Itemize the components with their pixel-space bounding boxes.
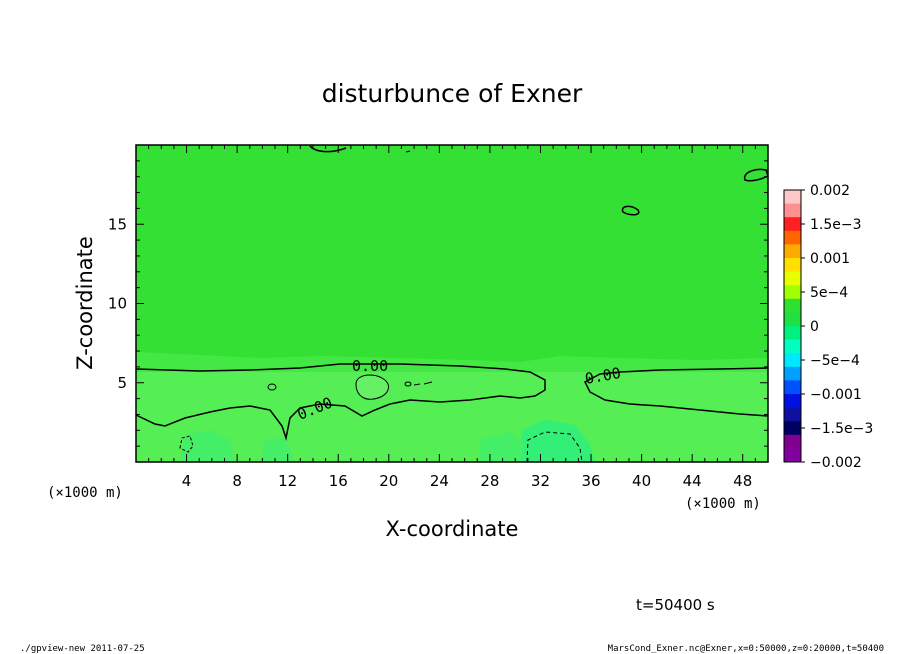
contour-top-dot — [405, 150, 411, 153]
contour-top-edge — [309, 145, 347, 153]
field-patch-small — [180, 430, 235, 462]
x-tick-label: 40 — [632, 472, 651, 490]
contour-small-dashes — [413, 381, 433, 386]
x-tick-label: 24 — [430, 472, 449, 490]
colorbar-label: 0 — [810, 319, 819, 335]
x-axis: 4 8 12 16 20 24 28 32 36 40 44 48 — [148, 145, 756, 490]
field-patch-small-2 — [260, 438, 295, 462]
x-unit-left: (×1000 m) — [47, 485, 123, 501]
footer-right: MarsCond_Exner.nc@Exner,x=0:50000,z=0:20… — [608, 644, 884, 654]
colorbar-label: 1.5e−3 — [810, 217, 862, 233]
colorbar-swatch — [784, 326, 801, 341]
x-tick-label: 8 — [232, 472, 242, 490]
y-axis: 5 10 15 — [108, 160, 768, 447]
colorbar-swatch — [784, 339, 801, 354]
colorbar-swatch — [784, 203, 801, 218]
colorbar-label: −1.5e−3 — [810, 421, 873, 437]
field-patch-negative — [520, 420, 595, 462]
y-axis-label: Z-coordinate — [73, 236, 97, 370]
contour-closed-center — [355, 374, 389, 400]
colorbar-swatch — [784, 407, 801, 422]
colorbar-label: −0.002 — [810, 455, 862, 471]
colorbar: 0.002 1.5e−3 0.001 5e−4 0 −5e−4 −0.001 −1.5e−3 −… — [783, 183, 873, 471]
contour-zero-right — [584, 367, 769, 417]
colorbar-swatch — [784, 271, 801, 286]
x-tick-label: 36 — [581, 472, 600, 490]
x-tick-label: 16 — [329, 472, 348, 490]
x-tick-label: 4 — [182, 472, 192, 490]
field-band-lower — [136, 368, 768, 462]
colorbar-swatch — [784, 244, 801, 259]
y-tick-label: 15 — [108, 215, 127, 233]
colorbar-swatch — [784, 434, 801, 449]
x-tick-label: 12 — [278, 472, 297, 490]
colorbar-swatch — [784, 421, 801, 436]
x-tick-label: 20 — [379, 472, 398, 490]
colorbar-label: 5e−4 — [810, 285, 848, 301]
contour-upper-ring — [621, 205, 640, 216]
field-band-transition — [136, 352, 768, 372]
x-tick-label: 44 — [683, 472, 702, 490]
contour-upper-right — [743, 168, 769, 182]
colorbar-swatch — [784, 353, 801, 368]
chart-title: disturbunce of Exner — [322, 79, 583, 108]
colorbar-swatch — [784, 217, 801, 232]
colorbar-swatch — [784, 258, 801, 273]
colorbar-swatch — [784, 190, 801, 205]
x-tick-label: 32 — [531, 472, 550, 490]
contour-label-3: 0.00 — [584, 364, 623, 388]
plot-area: 0.00 0.00 0.00 — [135, 144, 769, 463]
colorbar-swatch — [784, 380, 801, 395]
x-unit-right: (×1000 m) — [685, 496, 761, 512]
time-label: t=50400 s — [636, 596, 715, 614]
y-tick-label: 10 — [108, 295, 127, 313]
contour-small-ring — [267, 383, 277, 391]
x-tick-label: 28 — [480, 472, 499, 490]
colorbar-swatch — [784, 285, 801, 300]
contour-label-1: 0.00 — [352, 357, 388, 375]
colorbar-label: −0.001 — [810, 387, 862, 403]
contour-zero-left — [135, 363, 546, 441]
y-tick-label: 5 — [117, 374, 127, 392]
colorbar-swatch — [784, 298, 801, 313]
x-tick-label: 48 — [733, 472, 752, 490]
field-patch-small-3 — [480, 432, 525, 462]
colorbar-label: 0.001 — [810, 251, 850, 267]
contour-negative-dashed — [526, 431, 583, 463]
colorbar-swatch — [784, 230, 801, 245]
x-axis-label: X-coordinate — [386, 517, 519, 541]
colorbar-label: 0.002 — [810, 183, 850, 199]
footer-left: ./gpview-new 2011-07-25 — [20, 644, 145, 654]
colorbar-label: −5e−4 — [810, 353, 860, 369]
colorbar-swatch — [784, 366, 801, 381]
colorbar-swatch — [784, 394, 801, 409]
colorbar-swatch — [784, 448, 801, 463]
contour-small-ring-2 — [404, 381, 412, 387]
colorbar-swatch — [784, 312, 801, 327]
